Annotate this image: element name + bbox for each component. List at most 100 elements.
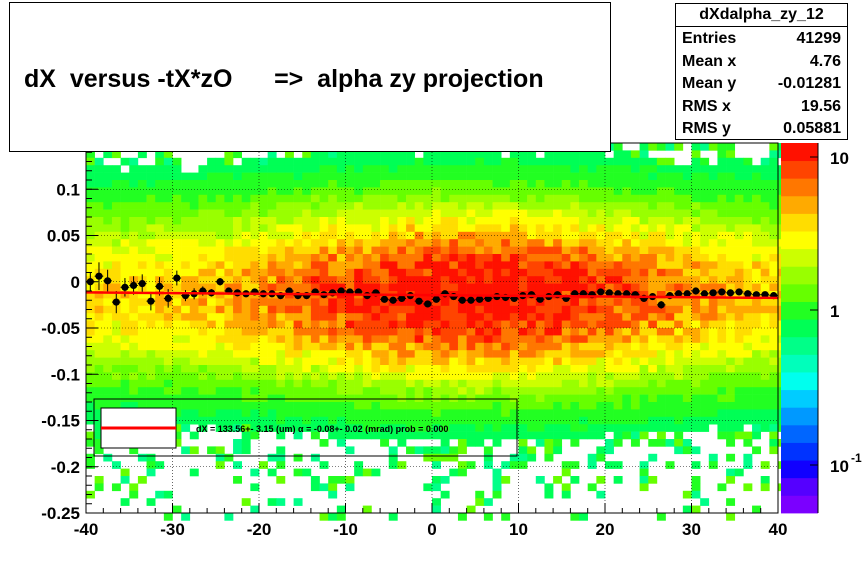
heatmap-cell <box>207 409 217 418</box>
heatmap-cell <box>475 209 485 218</box>
heatmap-cell <box>198 298 208 307</box>
heatmap-cell <box>587 180 597 188</box>
heatmap-cell <box>509 394 519 403</box>
heatmap-cell <box>726 498 736 506</box>
heatmap-cell <box>691 379 701 388</box>
heatmap-cell <box>492 268 502 277</box>
heatmap-cell <box>233 446 242 455</box>
heatmap-cell <box>336 431 346 440</box>
heatmap-cell <box>605 239 614 247</box>
heatmap-cell <box>665 328 675 336</box>
heatmap-cell <box>717 335 727 344</box>
heatmap-cell <box>310 335 320 344</box>
heatmap-cell <box>328 202 338 210</box>
heatmap-cell <box>509 254 519 262</box>
heatmap-cell <box>345 335 355 344</box>
heatmap-cell <box>630 372 640 381</box>
heatmap-cell <box>354 231 364 240</box>
heatmap-cell <box>639 357 649 366</box>
heatmap-cell <box>535 305 545 314</box>
heatmap-cell <box>457 372 467 381</box>
heatmap-cell <box>760 239 770 247</box>
heatmap-cell <box>440 357 450 366</box>
heatmap-cell <box>518 446 528 455</box>
heatmap-cell <box>553 217 563 225</box>
heatmap-cell <box>466 261 476 270</box>
heatmap-cell <box>371 261 381 270</box>
heatmap-cell <box>328 402 338 410</box>
heatmap-cell <box>630 194 640 203</box>
heatmap-cell <box>111 209 121 218</box>
heatmap-cell <box>527 194 537 203</box>
heatmap-cell <box>319 461 329 469</box>
heatmap-cell <box>336 372 346 381</box>
heatmap-cell <box>241 350 251 358</box>
heatmap-cell <box>423 276 433 284</box>
heatmap-cell <box>752 402 761 410</box>
heatmap-cell <box>388 431 398 440</box>
heatmap-cell <box>241 365 251 373</box>
heatmap-cell <box>535 402 545 410</box>
heatmap-cell <box>717 483 727 492</box>
heatmap-cell <box>284 342 294 351</box>
heatmap-cell <box>596 387 606 395</box>
heatmap-cell <box>345 357 355 366</box>
heatmap-cell <box>414 431 424 440</box>
heatmap-cell <box>734 276 744 284</box>
heatmap-cell <box>250 357 260 366</box>
heatmap-cell <box>656 431 666 440</box>
heatmap-cell <box>466 387 476 395</box>
heatmap-cell <box>276 157 286 166</box>
heatmap-cell <box>250 409 260 418</box>
heatmap-cell <box>769 394 779 403</box>
heatmap-cell <box>250 254 260 262</box>
heatmap-cell <box>605 402 614 410</box>
heatmap-cell <box>319 150 329 159</box>
heatmap-cell <box>198 328 208 336</box>
heatmap-cell <box>310 365 320 373</box>
heatmap-cell <box>665 224 675 233</box>
heatmap-cell <box>656 387 666 395</box>
profile-point <box>467 296 475 304</box>
heatmap-cell <box>605 209 614 218</box>
heatmap-cell <box>570 276 580 284</box>
heatmap-cell <box>466 313 476 321</box>
heatmap-cell <box>665 342 675 351</box>
heatmap-cell <box>622 365 632 373</box>
heatmap-cell <box>726 172 736 181</box>
heatmap-cell <box>665 276 675 284</box>
heatmap-cell <box>293 431 303 440</box>
heatmap-cell <box>94 483 104 492</box>
y-axis: 0.10.050-0.05-0.1-0.15-0.2-0.25 <box>41 142 98 523</box>
heatmap-cell <box>328 187 338 196</box>
heatmap-cell <box>259 202 268 210</box>
heatmap-cell <box>518 461 528 469</box>
heatmap-cell <box>414 202 424 210</box>
heatmap-cell <box>345 254 355 262</box>
heatmap-cell <box>207 254 217 262</box>
heatmap-cell <box>423 217 433 225</box>
heatmap-cell <box>259 320 268 329</box>
heatmap-cell <box>423 172 433 181</box>
heatmap-cell <box>146 254 156 262</box>
heatmap-cell <box>596 194 606 203</box>
heatmap-cell <box>726 165 736 173</box>
heatmap-cell <box>414 239 424 247</box>
heatmap-cell <box>501 320 511 329</box>
heatmap-cell <box>726 276 736 284</box>
heatmap-cell <box>544 261 554 270</box>
heatmap-cell <box>501 224 511 233</box>
x-tick-label: -20 <box>247 520 272 539</box>
heatmap-cell <box>553 283 563 292</box>
heatmap-cell <box>752 283 761 292</box>
heatmap-cell <box>233 320 242 329</box>
heatmap-cell <box>587 305 597 314</box>
heatmap-cell <box>769 439 779 447</box>
heatmap-cell <box>310 261 320 270</box>
heatmap-cell <box>215 165 225 173</box>
heatmap-cell <box>345 446 355 455</box>
heatmap-cell <box>354 261 364 270</box>
heatmap-cell <box>587 342 597 351</box>
heatmap-cell <box>665 439 675 447</box>
heatmap-cell <box>743 268 753 277</box>
